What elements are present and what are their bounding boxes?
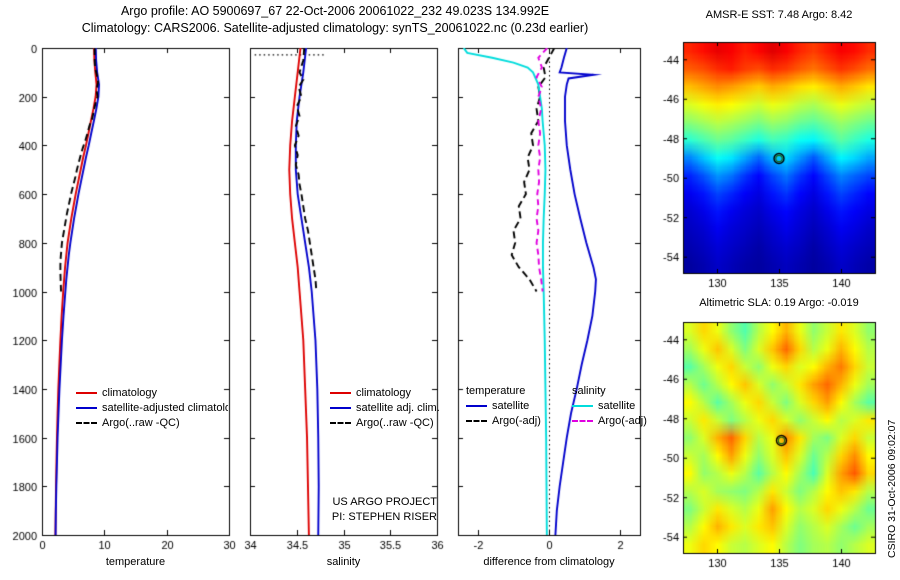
legend-item: climatology <box>76 386 228 401</box>
satellite-climatology-line-swatch <box>76 407 97 410</box>
difference-legend-temperature: temperature satellite Argo(-adj) <box>466 384 541 429</box>
legend-item: Argo(..raw -QC) <box>330 416 440 431</box>
satellite-climatology-line-swatch <box>330 407 351 410</box>
temperature-axis-label: temperature <box>105 556 166 568</box>
argo-raw-line-swatch <box>76 422 97 425</box>
sal-satellite-line-swatch <box>572 405 593 408</box>
temp-satellite-line-swatch <box>466 405 487 408</box>
legend-item: satellite <box>572 399 647 414</box>
sla-map-title: Altimetric SLA: 0.19 Argo: -0.019 <box>699 297 859 309</box>
legend-label: satellite <box>598 400 636 412</box>
climatology-line-swatch <box>330 392 351 395</box>
sal-argo-line-swatch <box>572 420 593 423</box>
legend-label: climatology <box>356 387 412 399</box>
legend-label: Argo(..raw -QC) <box>102 417 180 429</box>
legend-label: Argo(-adj) <box>598 415 647 427</box>
legend-label: satellite adj. clim. <box>356 402 440 414</box>
legend-item: satellite adj. clim. <box>330 401 440 416</box>
legend-item: Argo(..raw -QC) <box>76 416 228 431</box>
argo-raw-line-swatch <box>330 422 351 425</box>
temperature-legend: climatology satellite-adjusted climatolo… <box>76 386 228 431</box>
project-credits: US ARGO PROJECT PI: STEPHEN RISER <box>297 495 437 525</box>
climatology-line-swatch <box>76 392 97 395</box>
salinity-axis-label: salinity <box>326 556 361 568</box>
difference-legend-salinity: salinity satellite Argo(-adj) <box>572 384 647 429</box>
figure-title-line2: Climatology: CARS2006. Satellite-adjuste… <box>81 21 589 35</box>
difference-axis-label: difference from climatology <box>483 556 615 568</box>
legend-label: Argo(-adj) <box>492 415 541 427</box>
legend-item: Argo(-adj) <box>572 414 647 429</box>
figure-title-line1: Argo profile: AO 5900697_67 22-Oct-2006 … <box>120 4 550 18</box>
legend-group-header: temperature <box>466 385 526 397</box>
legend-label: satellite-adjusted climatology <box>102 402 228 414</box>
legend-label: satellite <box>492 400 530 412</box>
legend-label: climatology <box>102 387 158 399</box>
legend-item: satellite <box>466 399 541 414</box>
sst-map-title: AMSR-E SST: 7.48 Argo: 8.42 <box>705 9 853 21</box>
csiro-timestamp: CSIRO 31-Oct-2006 09:02:07 <box>886 419 898 558</box>
legend-group-header: salinity <box>572 385 606 397</box>
salinity-legend: climatology satellite adj. clim. Argo(..… <box>330 386 440 431</box>
project-name: US ARGO PROJECT <box>332 496 437 508</box>
legend-item: climatology <box>330 386 440 401</box>
project-pi: PI: STEPHEN RISER <box>331 511 437 523</box>
legend-label: Argo(..raw -QC) <box>356 417 434 429</box>
legend-item: satellite-adjusted climatology <box>76 401 228 416</box>
legend-item: Argo(-adj) <box>466 414 541 429</box>
temp-argo-line-swatch <box>466 420 487 423</box>
